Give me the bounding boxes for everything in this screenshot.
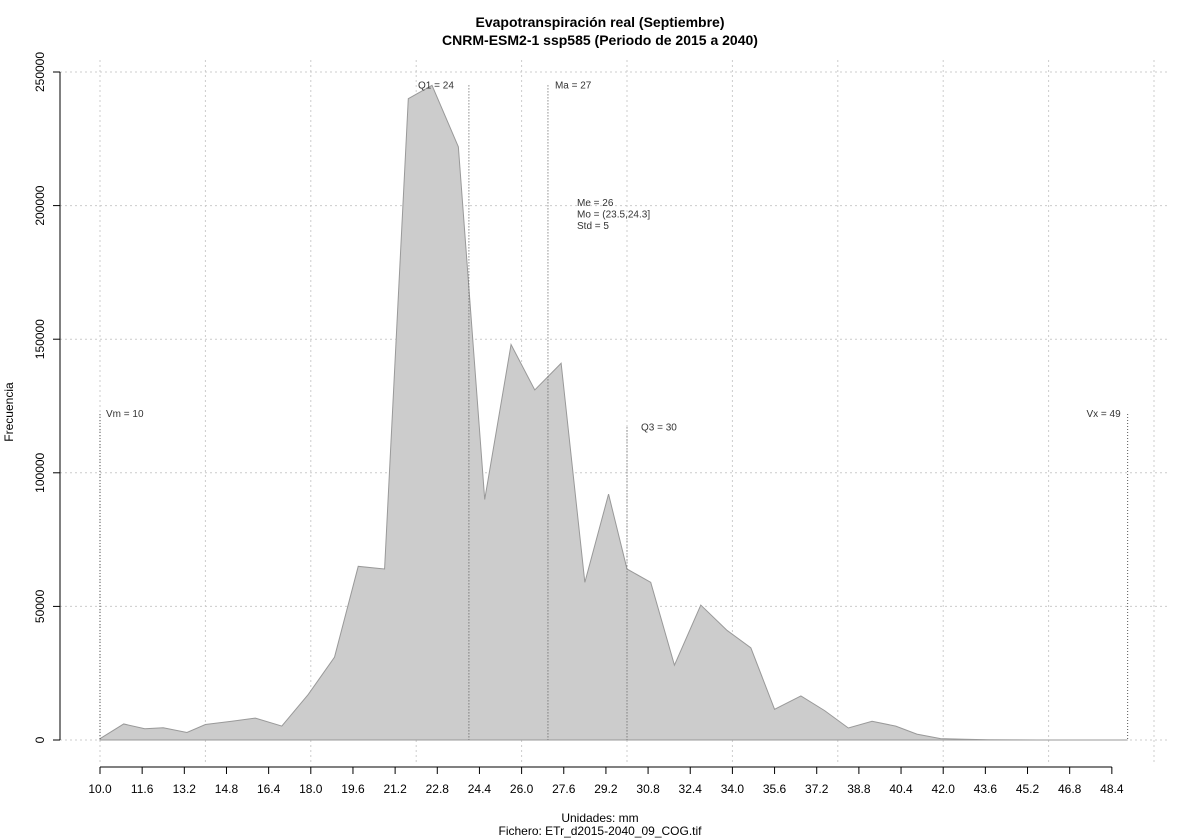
x-tick-label: 48.4 xyxy=(1100,782,1124,796)
x-axis-label: Unidades: mm xyxy=(561,811,639,825)
marker-label: Ma = 27 xyxy=(555,80,592,91)
chart-subtitle: CNRM-ESM2-1 ssp585 (Periodo de 2015 a 20… xyxy=(442,32,758,48)
file-caption: Fichero: ETr_d2015-2040_09_COG.tif xyxy=(498,824,702,838)
y-axis-label: Frecuencia xyxy=(2,382,16,442)
y-tick-label: 100000 xyxy=(33,452,47,492)
x-tick-label: 46.8 xyxy=(1058,782,1082,796)
x-tick-label: 35.6 xyxy=(763,782,787,796)
chart-title: Evapotranspiración real (Septiembre) xyxy=(475,14,725,30)
marker-label: Q1 = 24 xyxy=(418,80,454,91)
x-tick-label: 42.0 xyxy=(932,782,956,796)
stats-label: Std = 5 xyxy=(577,221,609,232)
marker-label: Vx = 49 xyxy=(1086,409,1121,420)
x-tick-label: 21.2 xyxy=(383,782,407,796)
x-tick-label: 32.4 xyxy=(679,782,703,796)
y-tick-label: 0 xyxy=(33,736,47,743)
x-tick-label: 34.0 xyxy=(721,782,745,796)
x-tick-label: 26.0 xyxy=(510,782,534,796)
x-tick-label: 14.8 xyxy=(215,782,239,796)
x-tick-label: 30.8 xyxy=(636,782,660,796)
x-tick-label: 11.6 xyxy=(131,782,154,796)
y-tick-label: 250000 xyxy=(33,52,47,92)
x-tick-label: 37.2 xyxy=(805,782,829,796)
x-tick-label: 18.0 xyxy=(299,782,323,796)
x-tick-label: 10.0 xyxy=(88,782,112,796)
x-tick-label: 22.8 xyxy=(426,782,450,796)
y-tick-label: 50000 xyxy=(33,589,47,623)
x-tick-label: 45.2 xyxy=(1016,782,1040,796)
x-tick-label: 27.6 xyxy=(552,782,576,796)
x-tick-label: 13.2 xyxy=(173,782,197,796)
x-tick-label: 43.6 xyxy=(974,782,998,796)
x-tick-label: 24.4 xyxy=(468,782,492,796)
y-tick-label: 200000 xyxy=(33,185,47,225)
stats-label: Mo = (23.5,24.3] xyxy=(577,210,650,221)
x-tick-label: 16.4 xyxy=(257,782,281,796)
x-tick-label: 40.4 xyxy=(889,782,913,796)
x-tick-label: 38.8 xyxy=(847,782,871,796)
marker-label: Vm = 10 xyxy=(106,409,144,420)
histogram-area xyxy=(99,84,1128,741)
stats-label: Me = 26 xyxy=(577,198,614,209)
x-tick-label: 29.2 xyxy=(594,782,618,796)
marker-label: Q3 = 30 xyxy=(641,422,677,433)
y-tick-label: 150000 xyxy=(33,319,47,359)
x-tick-label: 19.6 xyxy=(341,782,365,796)
